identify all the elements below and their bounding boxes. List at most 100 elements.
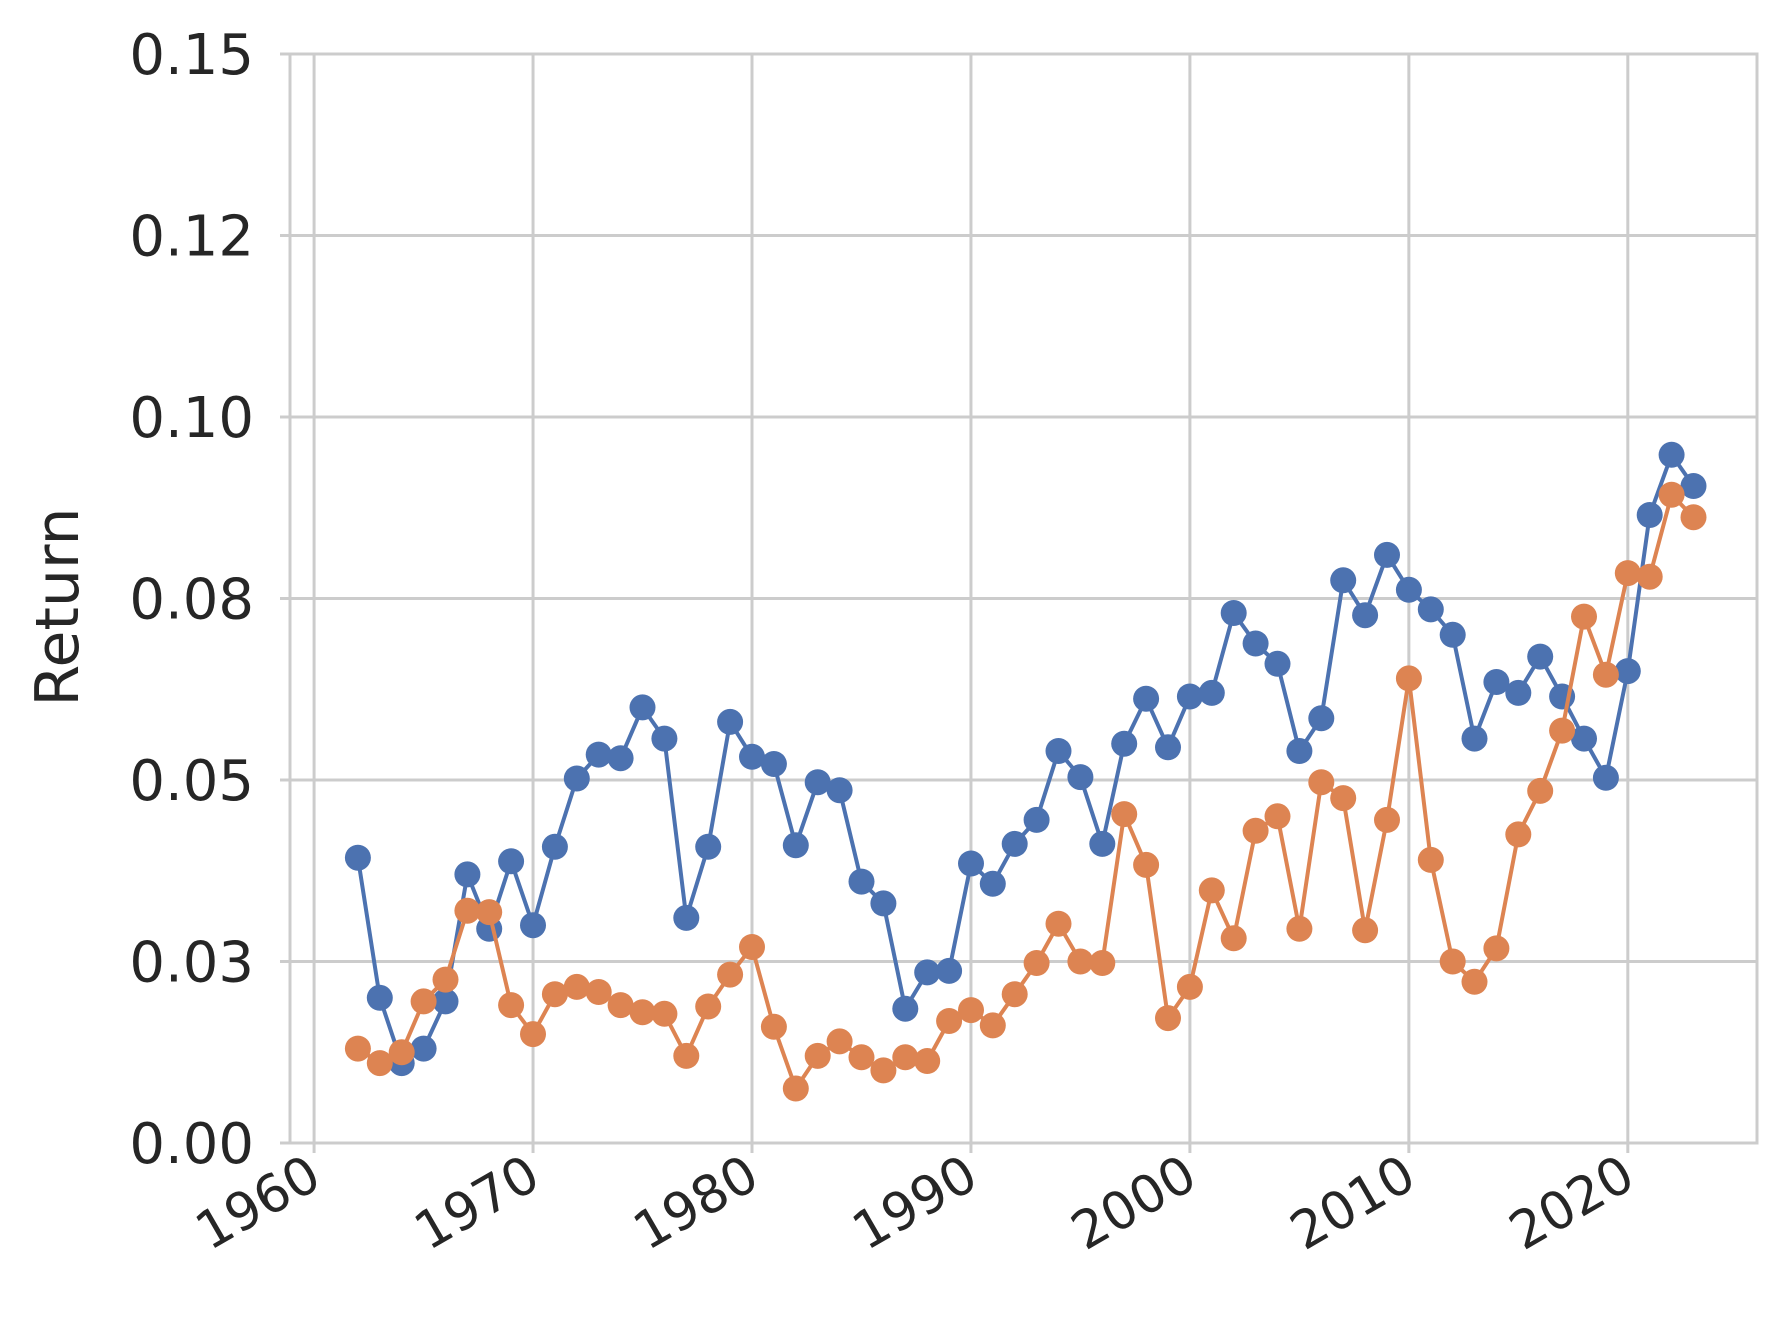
data-point: [344, 844, 371, 871]
data-point: [1571, 603, 1597, 630]
data-point: [563, 973, 590, 1000]
data-point: [1549, 717, 1576, 744]
data-point: [782, 832, 809, 859]
x-tick-label: 1980: [624, 1144, 769, 1262]
data-point: [848, 1044, 875, 1071]
data-point: [410, 1035, 437, 1062]
data-point: [454, 861, 481, 888]
data-point: [914, 959, 941, 986]
axis-ticks: [280, 52, 1630, 1153]
data-point: [1067, 764, 1094, 791]
data-point: [958, 997, 984, 1024]
data-point: [1089, 830, 1116, 857]
data-point: [1133, 851, 1160, 878]
data-point: [1133, 685, 1160, 712]
data-point: [673, 1042, 700, 1069]
data-point: [563, 765, 590, 792]
data-point: [1439, 621, 1466, 648]
data-point: [520, 1021, 546, 1048]
data-point: [651, 725, 678, 752]
data-point: [1198, 679, 1225, 706]
data-point: [1111, 730, 1138, 757]
data-point: [782, 1075, 809, 1102]
series-2: [344, 481, 1707, 1102]
data-point: [1286, 738, 1313, 764]
data-point: [1417, 596, 1444, 623]
data-point: [717, 961, 744, 988]
data-point: [1395, 576, 1422, 603]
data-point: [1242, 817, 1269, 844]
data-point: [1242, 630, 1269, 657]
data-point: [1045, 910, 1072, 937]
data-point: [1198, 877, 1225, 904]
y-axis-label: Return: [23, 507, 93, 706]
data-point: [1658, 441, 1685, 468]
data-point: [1352, 917, 1379, 944]
data-point: [541, 981, 568, 1008]
data-point: [454, 897, 481, 924]
data-point: [366, 984, 393, 1011]
y-tick-label: 0.15: [129, 23, 254, 88]
data-point: [870, 1057, 897, 1084]
data-point: [1527, 777, 1554, 804]
y-tick-label: 0.12: [129, 205, 254, 270]
data-point: [1505, 821, 1532, 848]
data-point: [388, 1039, 415, 1066]
data-point: [848, 868, 875, 895]
y-tick-label: 0.00: [129, 1112, 254, 1177]
data-point: [1308, 769, 1335, 796]
data-point: [979, 1012, 1006, 1039]
data-point: [1483, 935, 1510, 962]
data-series: [344, 441, 1707, 1102]
data-point: [1505, 679, 1532, 706]
data-point: [804, 769, 831, 796]
data-point: [892, 995, 919, 1022]
data-point: [826, 777, 853, 804]
data-point: [979, 870, 1006, 897]
data-point: [1023, 950, 1050, 976]
data-point: [739, 934, 765, 960]
data-point: [1001, 981, 1028, 1008]
data-point: [1680, 504, 1707, 531]
data-point: [1395, 665, 1422, 692]
data-point: [760, 751, 787, 777]
data-point: [432, 988, 459, 1015]
data-point: [1220, 925, 1247, 952]
data-point: [1155, 1005, 1181, 1032]
x-tick-label: 1970: [405, 1144, 550, 1262]
data-point: [1680, 473, 1707, 499]
data-point: [1614, 658, 1641, 685]
data-point: [1176, 973, 1203, 1000]
y-tick-label: 0.08: [129, 568, 254, 633]
x-tick-label: 2000: [1062, 1144, 1207, 1262]
data-point: [498, 992, 525, 1019]
data-point: [629, 694, 656, 721]
data-point: [1155, 734, 1181, 761]
data-point: [1067, 948, 1094, 975]
data-point: [1023, 806, 1050, 833]
data-point: [1417, 846, 1444, 873]
data-point: [958, 850, 984, 877]
data-point: [366, 1050, 393, 1077]
series-1: [344, 441, 1707, 1077]
data-point: [1636, 563, 1663, 590]
data-point: [1001, 830, 1028, 857]
series-line: [355, 452, 1696, 1066]
data-point: [476, 899, 503, 926]
data-point: [804, 1042, 831, 1069]
x-tick-label: 2020: [1500, 1144, 1645, 1262]
data-point: [914, 1048, 941, 1074]
x-tick-label: 1990: [843, 1144, 988, 1262]
data-point: [1176, 683, 1203, 710]
data-point: [695, 833, 722, 860]
data-point: [870, 890, 897, 917]
data-point: [1592, 661, 1619, 688]
data-point: [1264, 803, 1291, 830]
data-point: [695, 993, 722, 1020]
data-point: [717, 708, 744, 735]
data-point: [498, 848, 525, 875]
data-point: [739, 743, 765, 770]
data-point: [585, 979, 612, 1005]
data-point: [1527, 643, 1554, 670]
data-point: [1286, 915, 1313, 942]
